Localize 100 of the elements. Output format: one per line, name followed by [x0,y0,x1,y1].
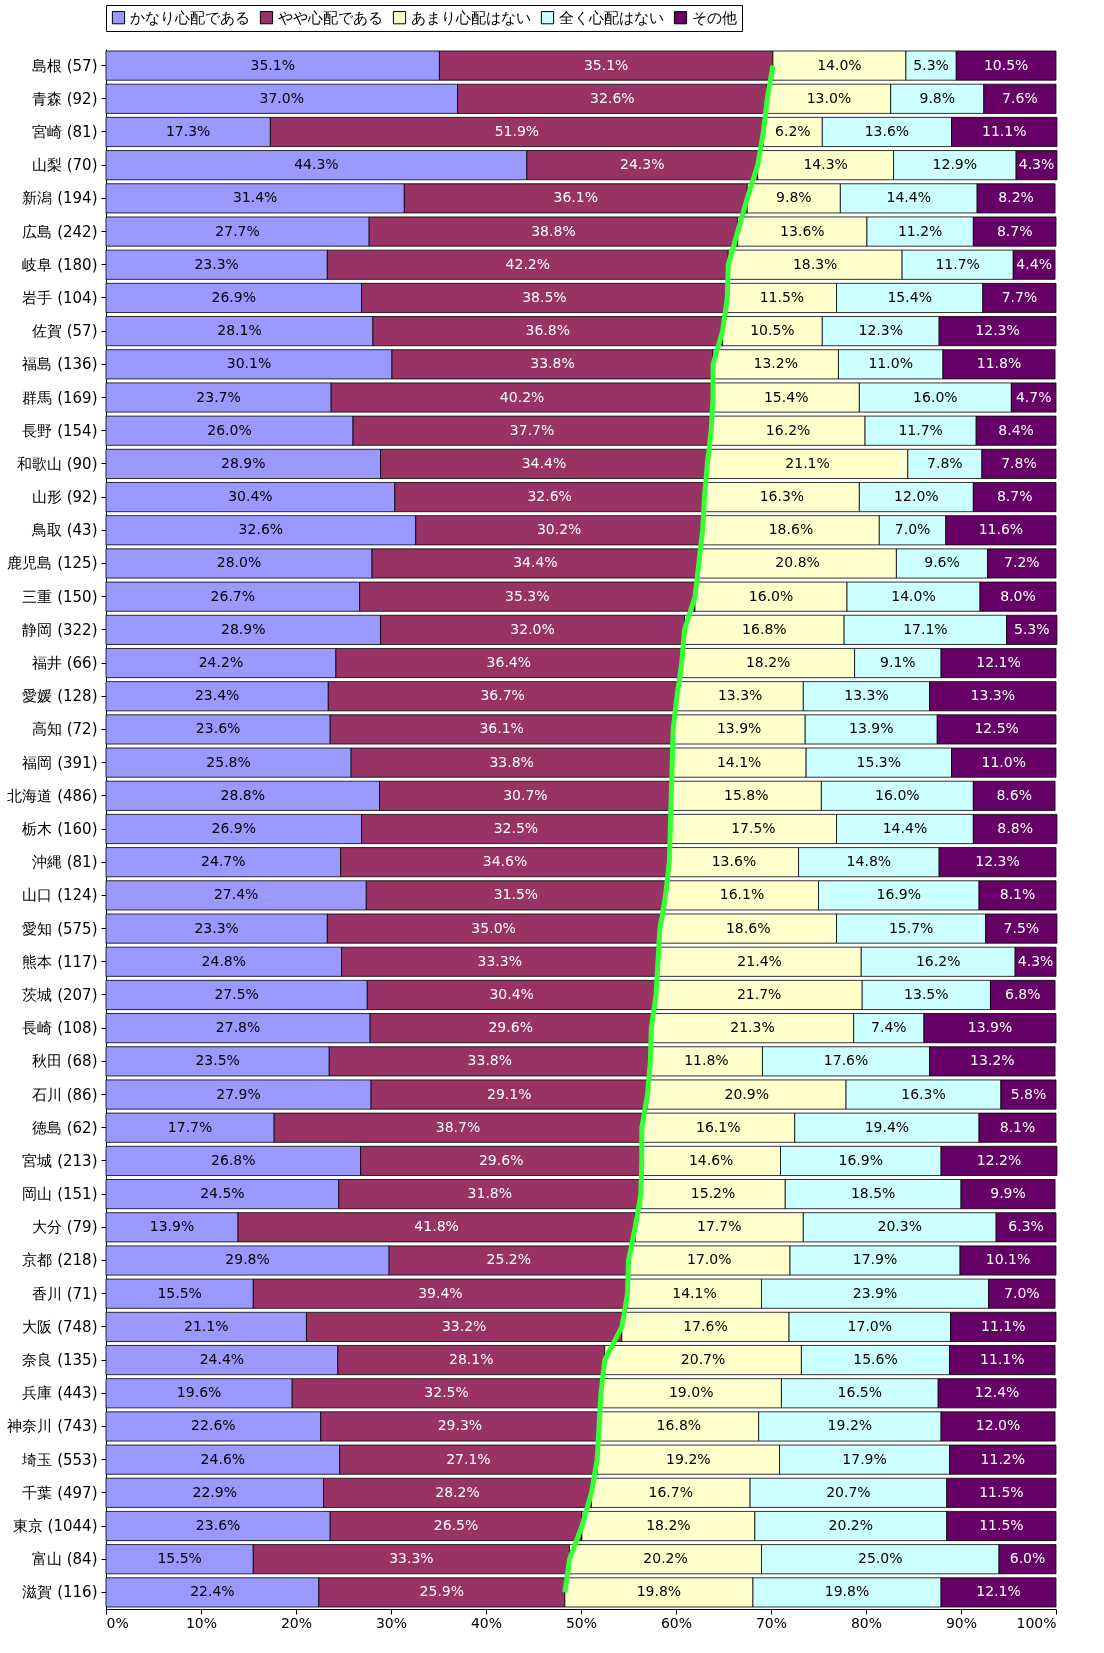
data-label: 24.2% [198,654,244,671]
data-label: 41.8% [414,1218,459,1235]
data-label: 17.6% [683,1317,728,1334]
data-label: 20.8% [775,554,820,571]
data-label: 4.4% [1016,255,1052,272]
legend-label: あまり心配はない [411,8,531,27]
data-label: 7.0% [1004,1284,1040,1301]
y-tick-label: 福井 (66) [31,654,98,673]
data-label: 14.6% [688,1151,734,1168]
data-label: 16.0% [748,587,794,604]
y-tick-label: 青森 (92) [31,89,98,108]
data-label: 24.8% [201,952,247,969]
y-tick-label: 徳島 (62) [31,1118,98,1137]
data-label: 17.7% [167,1118,213,1135]
data-label: 11.7% [935,255,980,272]
data-label: 6.3% [1008,1218,1044,1235]
data-label: 16.2% [915,952,961,969]
data-label: 18.2% [646,1517,691,1534]
data-label: 36.4% [486,654,532,671]
data-label: 24.5% [200,1185,245,1202]
data-label: 28.0% [216,554,262,571]
y-tick-label: 和歌山 (90) [16,454,98,473]
y-tick-label: 宮崎 (81) [31,122,98,141]
data-label: 30.2% [536,521,582,538]
data-label: 23.5% [195,1052,240,1069]
y-tick-label: 京都 (218) [22,1251,98,1270]
x-tick-label: 60% [660,1614,693,1631]
data-label: 26.7% [210,587,256,604]
data-label: 12.0% [894,488,939,505]
data-label: 38.7% [435,1118,481,1135]
data-label: 23.7% [196,388,241,405]
data-label: 32.0% [510,620,555,637]
data-label: 24.4% [199,1351,245,1368]
data-label: 7.4% [871,1019,907,1036]
data-label: 24.3% [620,156,665,173]
y-tick-label: 長崎 (108) [22,1019,98,1038]
y-tick-label: 大分 (79) [31,1218,98,1237]
data-label: 17.9% [852,1251,898,1268]
data-label: 29.8% [225,1251,270,1268]
data-label: 20.7% [826,1483,871,1500]
data-label: 24.7% [201,853,246,870]
data-label: 14.4% [882,820,928,836]
data-label: 19.6% [176,1384,222,1401]
data-label: 23.3% [194,255,239,272]
data-label: 28.1% [217,322,262,339]
data-label: 16.1% [719,886,765,903]
data-label: 18.2% [745,654,791,671]
data-label: 20.7% [680,1351,726,1368]
data-label: 33.3% [389,1550,434,1567]
data-label: 12.0% [975,1417,1021,1434]
data-label: 16.2% [765,421,811,438]
data-label: 17.1% [903,620,948,637]
y-tick-label: 宮城 (213) [22,1151,98,1170]
data-label: 16.0% [913,388,958,405]
data-label: 7.8% [1001,454,1037,471]
data-label: 30.1% [226,355,272,372]
data-label: 21.3% [730,1019,775,1036]
data-label: 13.9% [716,720,762,737]
y-tick-label: 愛知 (575) [22,919,98,938]
data-label: 8.7% [996,222,1033,239]
data-label: 32.6% [238,521,284,538]
y-tick-label: 富山 (84) [31,1550,98,1569]
data-label: 14.8% [846,853,892,870]
data-label: 19.2% [666,1450,711,1467]
data-label: 8.1% [999,1118,1036,1135]
data-label: 35.3% [505,587,550,604]
data-label: 8.6% [996,786,1032,803]
data-label: 11.0% [981,753,1026,770]
data-label: 13.2% [970,1052,1015,1069]
data-label: 36.1% [479,720,524,737]
data-label: 11.5% [759,288,805,305]
data-label: 19.8% [636,1583,682,1600]
data-label: 5.3% [1013,620,1050,637]
data-label: 12.3% [858,322,903,339]
data-label: 26.0% [207,421,252,438]
data-label: 10.1% [985,1251,1031,1268]
data-label: 22.6% [191,1417,236,1434]
y-tick-label: 千葉 (497) [22,1483,98,1502]
y-tick-label: 鹿児島 (125) [7,554,98,573]
data-label: 33.8% [489,753,534,770]
y-tick-label: 山梨 (70) [31,156,98,175]
data-label: 11.8% [684,1052,729,1069]
data-label: 11.8% [976,355,1022,372]
data-label: 9.6% [924,554,960,571]
y-tick-label: 秋田 (68) [31,1052,98,1071]
y-tick-label: 東京 (1044) [12,1517,98,1536]
data-label: 42.2% [505,255,551,272]
y-tick-label: 佐賀 (57) [31,322,98,341]
data-label: 13.6% [780,222,825,239]
data-label: 13.6% [711,853,757,870]
data-label: 13.3% [970,687,1016,704]
data-label: 8.0% [1000,587,1036,604]
data-label: 11.0% [868,355,913,372]
y-tick-label: 山形 (92) [31,488,98,507]
data-label: 27.7% [215,222,260,239]
data-label: 35.1% [583,56,629,73]
data-label: 29.3% [437,1417,483,1434]
data-label: 20.9% [724,1085,770,1102]
data-label: 22.9% [192,1483,238,1500]
y-tick-label: 長野 (154) [22,421,98,440]
